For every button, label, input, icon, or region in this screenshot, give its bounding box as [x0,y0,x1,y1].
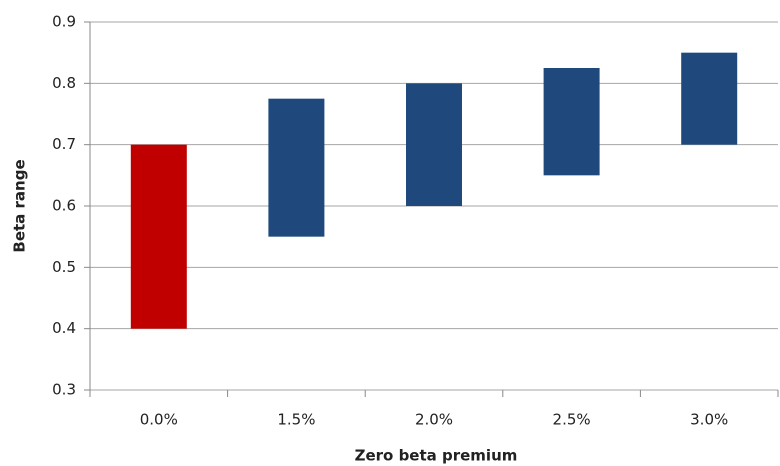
bar [406,83,462,206]
bar [130,144,187,329]
y-tick-label: 0.9 [52,13,76,31]
y-tick-label: 0.3 [52,381,76,399]
x-axis-title: Zero beta premium [355,447,518,465]
y-axis-title: Beta range [11,159,29,252]
x-tick-label: 3.0% [690,411,728,429]
x-tick-label: 0.0% [140,411,178,429]
bar [681,52,738,145]
bar [268,98,325,237]
y-tick-label: 0.5 [52,258,76,276]
x-tick-label: 2.0% [415,411,453,429]
x-tick-label: 2.5% [553,411,591,429]
y-tick-label: 0.7 [52,135,76,153]
x-tick-label: 1.5% [277,411,315,429]
y-tick-label: 0.8 [52,74,76,92]
bar [543,68,600,176]
y-tick-label: 0.6 [52,197,76,215]
y-tick-label: 0.4 [52,319,76,337]
